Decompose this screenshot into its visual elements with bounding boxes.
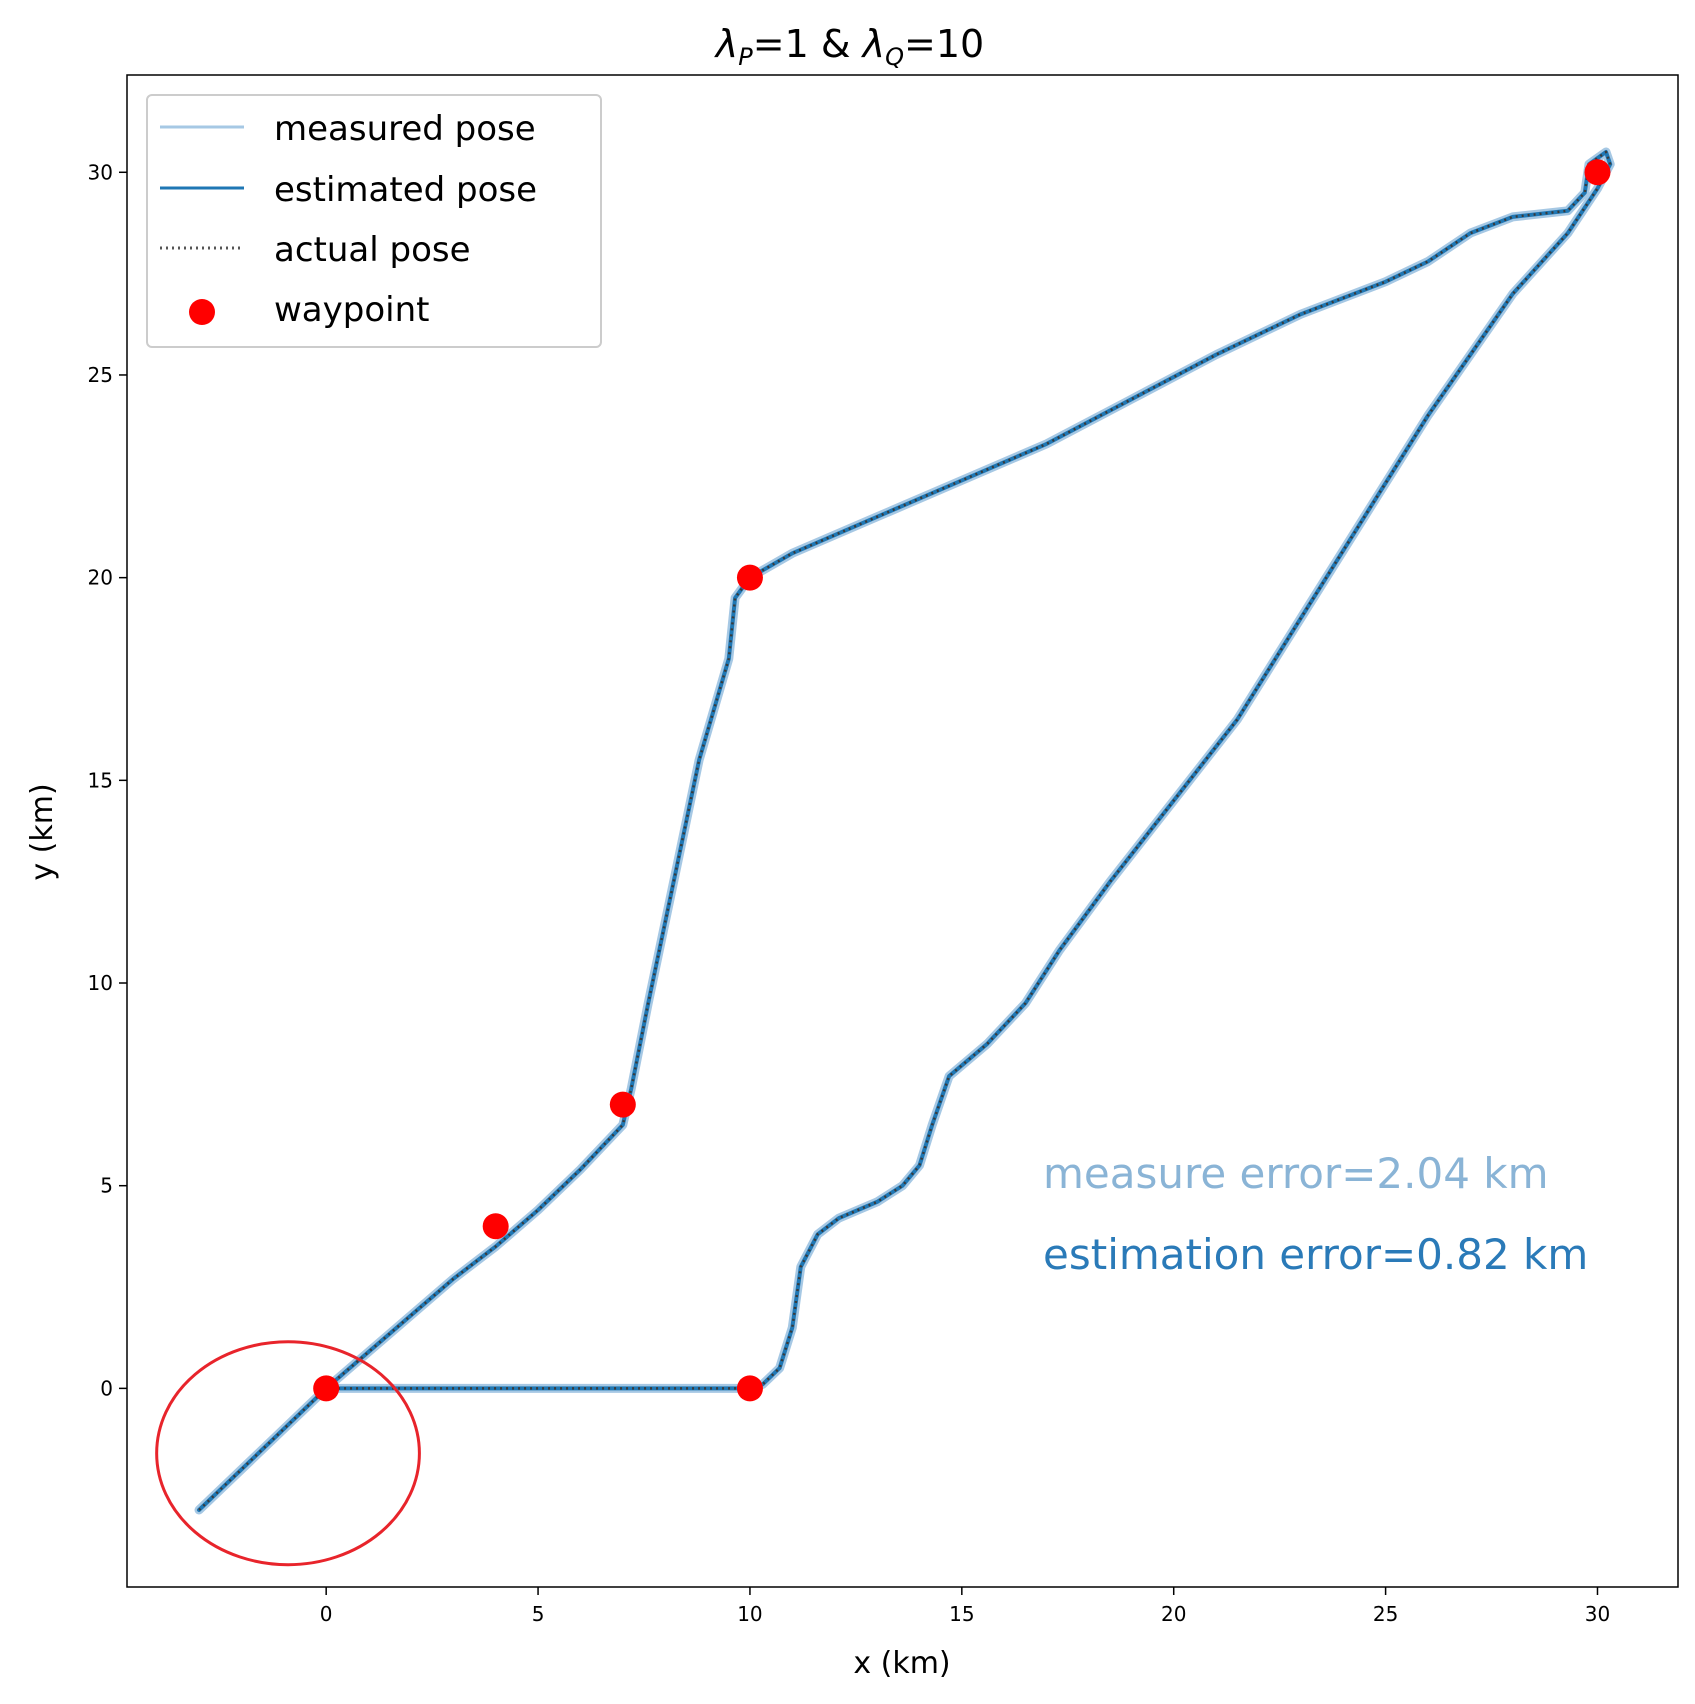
waypoint-marker <box>609 1091 636 1118</box>
waypoint-marker <box>482 1213 509 1240</box>
x-tick-label: 10 <box>737 1602 762 1626</box>
legend-swatch-waypoint <box>189 299 215 325</box>
waypoint-marker <box>736 564 763 591</box>
x-tick-label: 25 <box>1373 1602 1398 1626</box>
y-tick-label: 0 <box>100 1376 113 1400</box>
x-tick-label: 5 <box>532 1602 545 1626</box>
y-tick-label: 30 <box>88 160 113 184</box>
chart-title: λP=1 & λQ=10 <box>714 22 984 71</box>
measure-error-annotation: measure error=2.04 km <box>1043 1149 1549 1198</box>
title-sub-q: Q <box>885 43 904 71</box>
legend-box <box>146 94 602 348</box>
waypoint-marker <box>736 1375 763 1402</box>
y-tick-label: 10 <box>88 971 113 995</box>
axis-ticks: 0 5 10 15 20 25 30 0 5 10 15 20 25 30 <box>88 160 1611 1626</box>
title-lambda-q: λ <box>861 22 886 66</box>
y-tick-label: 20 <box>88 566 113 590</box>
estimation-error-annotation: estimation error=0.82 km <box>1043 1230 1588 1279</box>
y-tick-label: 5 <box>100 1174 113 1198</box>
title-part1: =1 & <box>753 22 863 66</box>
x-tick-label: 15 <box>949 1602 974 1626</box>
legend-label-waypoint: waypoint <box>274 290 429 330</box>
x-tick-label: 20 <box>1161 1602 1186 1626</box>
x-axis-label: x (km) <box>853 1646 950 1681</box>
trajectory-lines <box>194 147 1615 1515</box>
y-axis-label: y (km) <box>25 783 60 880</box>
highlight-layer <box>155 1340 421 1567</box>
x-tick-label: 0 <box>320 1602 333 1626</box>
actual-pose-line <box>198 150 1612 1511</box>
title-lambda-p: λ <box>714 22 739 66</box>
waypoint-markers <box>313 159 1611 1402</box>
legend-label-estimated: estimated pose <box>274 170 537 210</box>
y-tick-label: 25 <box>88 363 113 387</box>
legend-label-actual: actual pose <box>274 230 471 270</box>
title-part2: =10 <box>904 22 984 66</box>
title-sub-p: P <box>738 43 753 71</box>
highlight-ellipse <box>155 1340 421 1567</box>
legend: measured pose estimated pose actual pose… <box>146 94 602 348</box>
y-tick-label: 15 <box>88 768 113 792</box>
x-tick-label: 30 <box>1585 1602 1610 1626</box>
legend-label-measured: measured pose <box>274 109 536 149</box>
waypoint-marker <box>1584 159 1611 186</box>
waypoint-marker <box>313 1375 340 1402</box>
